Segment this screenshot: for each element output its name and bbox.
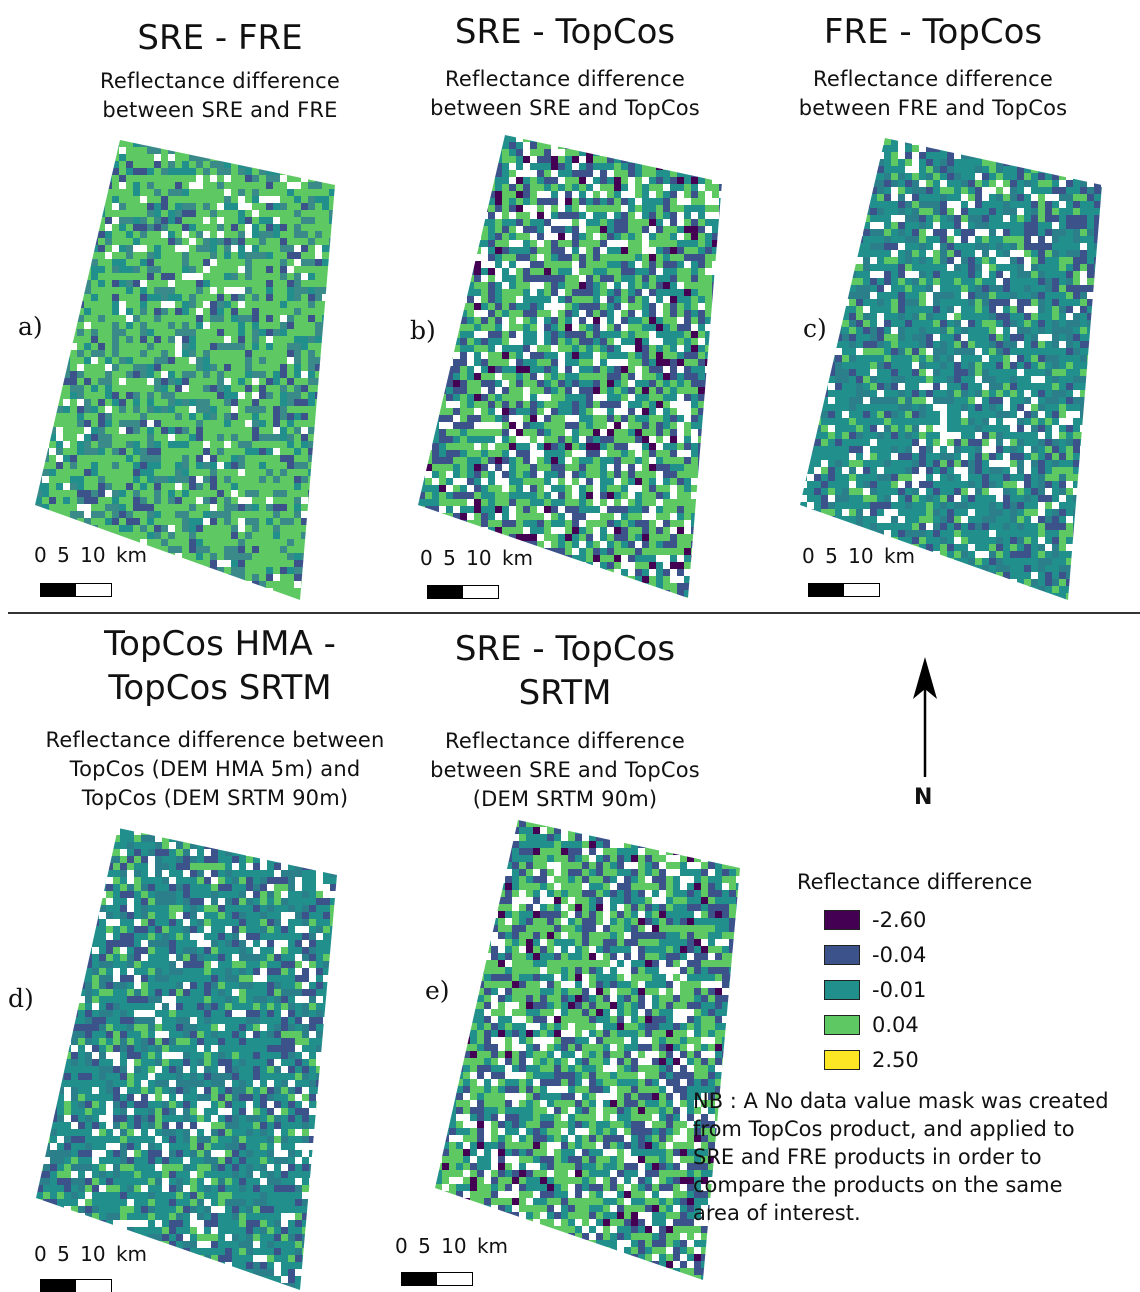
panel-b-label: b)	[410, 316, 436, 345]
legend-item: -2.60	[824, 902, 926, 937]
panel-b-title: SRE - TopCos	[454, 12, 676, 52]
panel-a-scale-text: 0 5 10 km	[34, 543, 148, 567]
panel-b-scale-bar	[427, 585, 499, 599]
panel-d-scale-text: 0 5 10 km	[34, 1242, 148, 1266]
panel-c-title: FRE - TopCos	[823, 12, 1043, 52]
legend-value: -0.04	[872, 942, 927, 967]
panel-b-subtitle: Reflectance difference between SRE and T…	[430, 67, 700, 120]
legend-item: -0.04	[824, 937, 926, 972]
panel-d-subtitle: Reflectance difference between TopCos (D…	[45, 728, 385, 810]
panel-e-label: e)	[425, 976, 450, 1005]
panel-a-subtitle: Reflectance difference between SRE and F…	[100, 69, 340, 122]
panel-d-title: TopCos HMA - TopCos SRTM	[104, 624, 336, 708]
legend-item: 2.50	[824, 1042, 926, 1077]
note-text: NB : A No data value mask was created fr…	[693, 1089, 1109, 1225]
legend-title: Reflectance difference	[797, 870, 1033, 894]
legend: -2.60 -0.04 -0.01 0.04 2.50	[824, 902, 926, 1077]
legend-swatch	[824, 1014, 860, 1035]
panel-e-subtitle: Reflectance difference between SRE and T…	[430, 729, 700, 811]
panel-c-scale-text: 0 5 10 km	[802, 544, 916, 568]
section-divider	[8, 612, 1140, 614]
north-arrow-icon	[913, 657, 937, 777]
legend-item: 0.04	[824, 1007, 926, 1042]
legend-swatch	[824, 979, 860, 1000]
legend-swatch	[824, 909, 860, 930]
legend-item: -0.01	[824, 972, 926, 1007]
panel-c-scale-bar	[808, 583, 880, 597]
panel-a-title: SRE - FRE	[137, 18, 303, 58]
panel-a-scale-bar	[40, 583, 112, 597]
panel-b-scale-text: 0 5 10 km	[420, 546, 534, 570]
panel-e-scale-bar	[401, 1272, 473, 1286]
panel-a-label: a)	[18, 312, 43, 341]
legend-value: 0.04	[872, 1012, 919, 1037]
panel-c-subtitle: Reflectance difference between FRE and T…	[798, 67, 1068, 120]
panel-d-scale-bar	[40, 1279, 112, 1292]
legend-value: -2.60	[872, 907, 927, 932]
panel-e-scale-text: 0 5 10 km	[395, 1234, 509, 1258]
legend-swatch	[824, 944, 860, 965]
legend-swatch	[824, 1049, 860, 1070]
panel-d-label: d)	[8, 984, 34, 1013]
legend-value: 2.50	[872, 1047, 919, 1072]
north-label: N	[914, 785, 933, 810]
panel-e-title: SRE - TopCos SRTM	[454, 629, 676, 713]
panel-c-label: c)	[803, 314, 827, 343]
legend-value: -0.01	[872, 977, 927, 1002]
